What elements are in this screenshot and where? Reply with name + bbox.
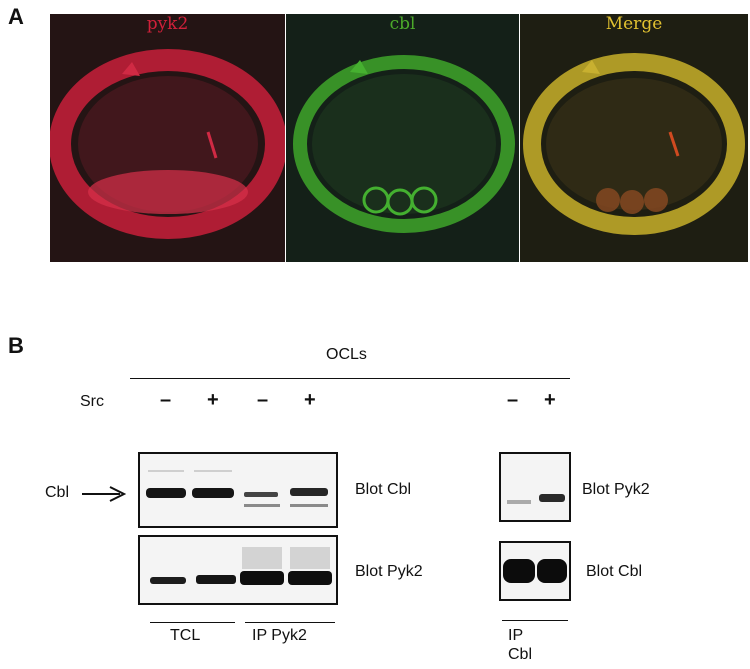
cbl-cell-image: [293, 55, 515, 233]
merge-cell-image: [523, 53, 745, 235]
blot-left-top: [138, 452, 338, 528]
blot-right-bottom-label: Blot Cbl: [586, 563, 643, 580]
panel-a-letter: A: [8, 4, 24, 29]
blot-right-bottom: [499, 541, 571, 601]
blot-left-bottom-label: Blot Pyk2: [355, 563, 423, 580]
ip-cbl-label-line2: Cbl: [508, 646, 533, 663]
blot-right-bottom-bands: [503, 559, 567, 583]
tcl-underline: [150, 622, 235, 623]
tcl-label: TCL: [170, 627, 201, 644]
cbl-micrograph: cbl: [286, 14, 519, 262]
blot-right-top-label: Blot Pyk2: [582, 481, 650, 498]
pyk2-channel-label: pyk2: [146, 14, 189, 34]
blot-right-top-bands: [507, 494, 565, 504]
panel-b-letter: B: [8, 333, 24, 358]
merge-micrograph: Merge: [520, 14, 748, 262]
sign-lane-1: –: [160, 389, 172, 411]
sign-lane-6: +: [544, 389, 556, 411]
cbl-channel-label: cbl: [389, 14, 416, 34]
ip-pyk2-label: IP Pyk2: [252, 627, 307, 644]
ip-pyk2-underline: [245, 622, 335, 623]
blot-left-top-label: Blot Cbl: [355, 481, 412, 498]
sign-lane-3: –: [257, 389, 269, 411]
sign-lane-5: –: [507, 389, 519, 411]
sign-lane-4: +: [304, 389, 316, 411]
blot-left-bottom: [138, 535, 338, 605]
src-label: Src: [80, 393, 104, 410]
ip-cbl-label-line1: IP: [508, 627, 524, 644]
blot-right-top: [499, 452, 571, 522]
blot-left-top-bands: [146, 470, 328, 507]
blot-left-bottom-bands: [150, 547, 332, 585]
ip-cbl-underline: [502, 620, 568, 621]
arrow-icon: [82, 486, 126, 502]
ocls-bracket-line: [130, 378, 570, 379]
pyk2-cell-image: [50, 49, 285, 239]
merge-channel-label: Merge: [605, 14, 663, 34]
pyk2-micrograph: pyk2: [50, 14, 285, 262]
ocls-label: OCLs: [326, 346, 367, 363]
sign-lane-2: +: [207, 389, 219, 411]
cbl-arrow-label: Cbl: [45, 484, 70, 501]
